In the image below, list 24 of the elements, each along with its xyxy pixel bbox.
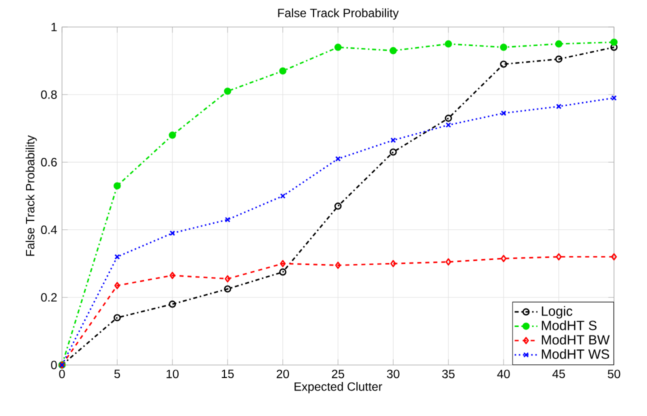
y-tick-label: 1 xyxy=(52,22,57,32)
legend-label: ModHT BW xyxy=(542,334,610,345)
y-tick-label: 0.8 xyxy=(41,90,57,99)
x-tick-label: 15 xyxy=(222,370,234,378)
y-tick-label: 0.6 xyxy=(41,158,57,166)
y-tick-label: 0 xyxy=(51,360,57,370)
legend-label: Logic xyxy=(542,306,572,318)
legend-label: ModHT WS xyxy=(542,349,610,359)
x-tick-label: 10 xyxy=(166,370,179,378)
x-tick-label: 50 xyxy=(608,370,620,378)
x-tick-label: 30 xyxy=(386,370,400,378)
legend-label: ModHT S xyxy=(542,320,597,330)
x-tick-label: 25 xyxy=(332,370,344,378)
x-tick-label: 5 xyxy=(114,370,120,378)
x-axis-title: Expected Clutter xyxy=(294,382,382,394)
x-tick-label: 35 xyxy=(442,370,455,378)
x-tick-label: 40 xyxy=(497,370,510,378)
y-axis-title: False Track Probability xyxy=(26,135,37,256)
y-tick-label: 0.2 xyxy=(41,293,57,302)
x-tick-label: 45 xyxy=(552,370,565,378)
x-tick-label: 20 xyxy=(276,370,290,378)
x-tick-label: 0 xyxy=(59,370,65,378)
chart-title: False Track Probability xyxy=(278,8,399,20)
y-tick-label: 0.4 xyxy=(41,226,57,234)
